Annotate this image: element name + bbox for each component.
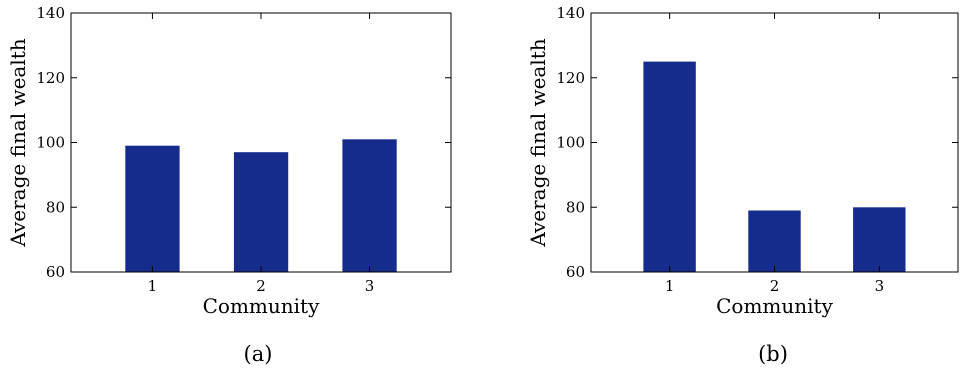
chart-a-bar-3: [342, 139, 397, 272]
chart-b-ytick-label-60: 60: [566, 263, 585, 281]
chart-b-ytick-label-120: 120: [556, 69, 585, 87]
chart-b-ytick-label-80: 80: [566, 198, 585, 216]
chart-b-xtick-label-1: 1: [665, 277, 675, 295]
chart-a-xtick-label-2: 2: [256, 277, 266, 295]
chart-b-ytick-label-100: 100: [556, 134, 585, 152]
chart-b-xlabel: Community: [716, 294, 833, 318]
chart-b-ylabel: Average final wealth: [526, 38, 550, 247]
chart-b-caption: (b): [758, 342, 788, 366]
chart-a-ytick-label-60: 60: [46, 263, 65, 281]
chart-a-ytick-label-120: 120: [36, 69, 65, 87]
chart-b-bar-1: [643, 61, 696, 272]
chart-a-bar-2: [233, 152, 289, 272]
chart-a-xtick-label-1: 1: [148, 277, 158, 295]
chart-a-ytick-label-80: 80: [46, 198, 65, 216]
chart-a-xtick-label-3: 3: [365, 277, 375, 295]
chart-a-xlabel: Community: [203, 294, 320, 318]
chart-a-ytick-label-100: 100: [36, 134, 65, 152]
chart-a-bar-1: [125, 145, 180, 272]
chart-a-caption: (a): [244, 342, 273, 366]
chart-a-ytick-label-140: 140: [36, 4, 65, 22]
chart-b-xtick-label-3: 3: [875, 277, 885, 295]
chart-b-xtick-label-2: 2: [770, 277, 780, 295]
chart-b-ytick-label-140: 140: [556, 4, 585, 22]
chart-b-bar-3: [853, 207, 906, 273]
chart-b-bar-2: [748, 210, 801, 272]
chart-a-ylabel: Average final wealth: [6, 38, 30, 247]
